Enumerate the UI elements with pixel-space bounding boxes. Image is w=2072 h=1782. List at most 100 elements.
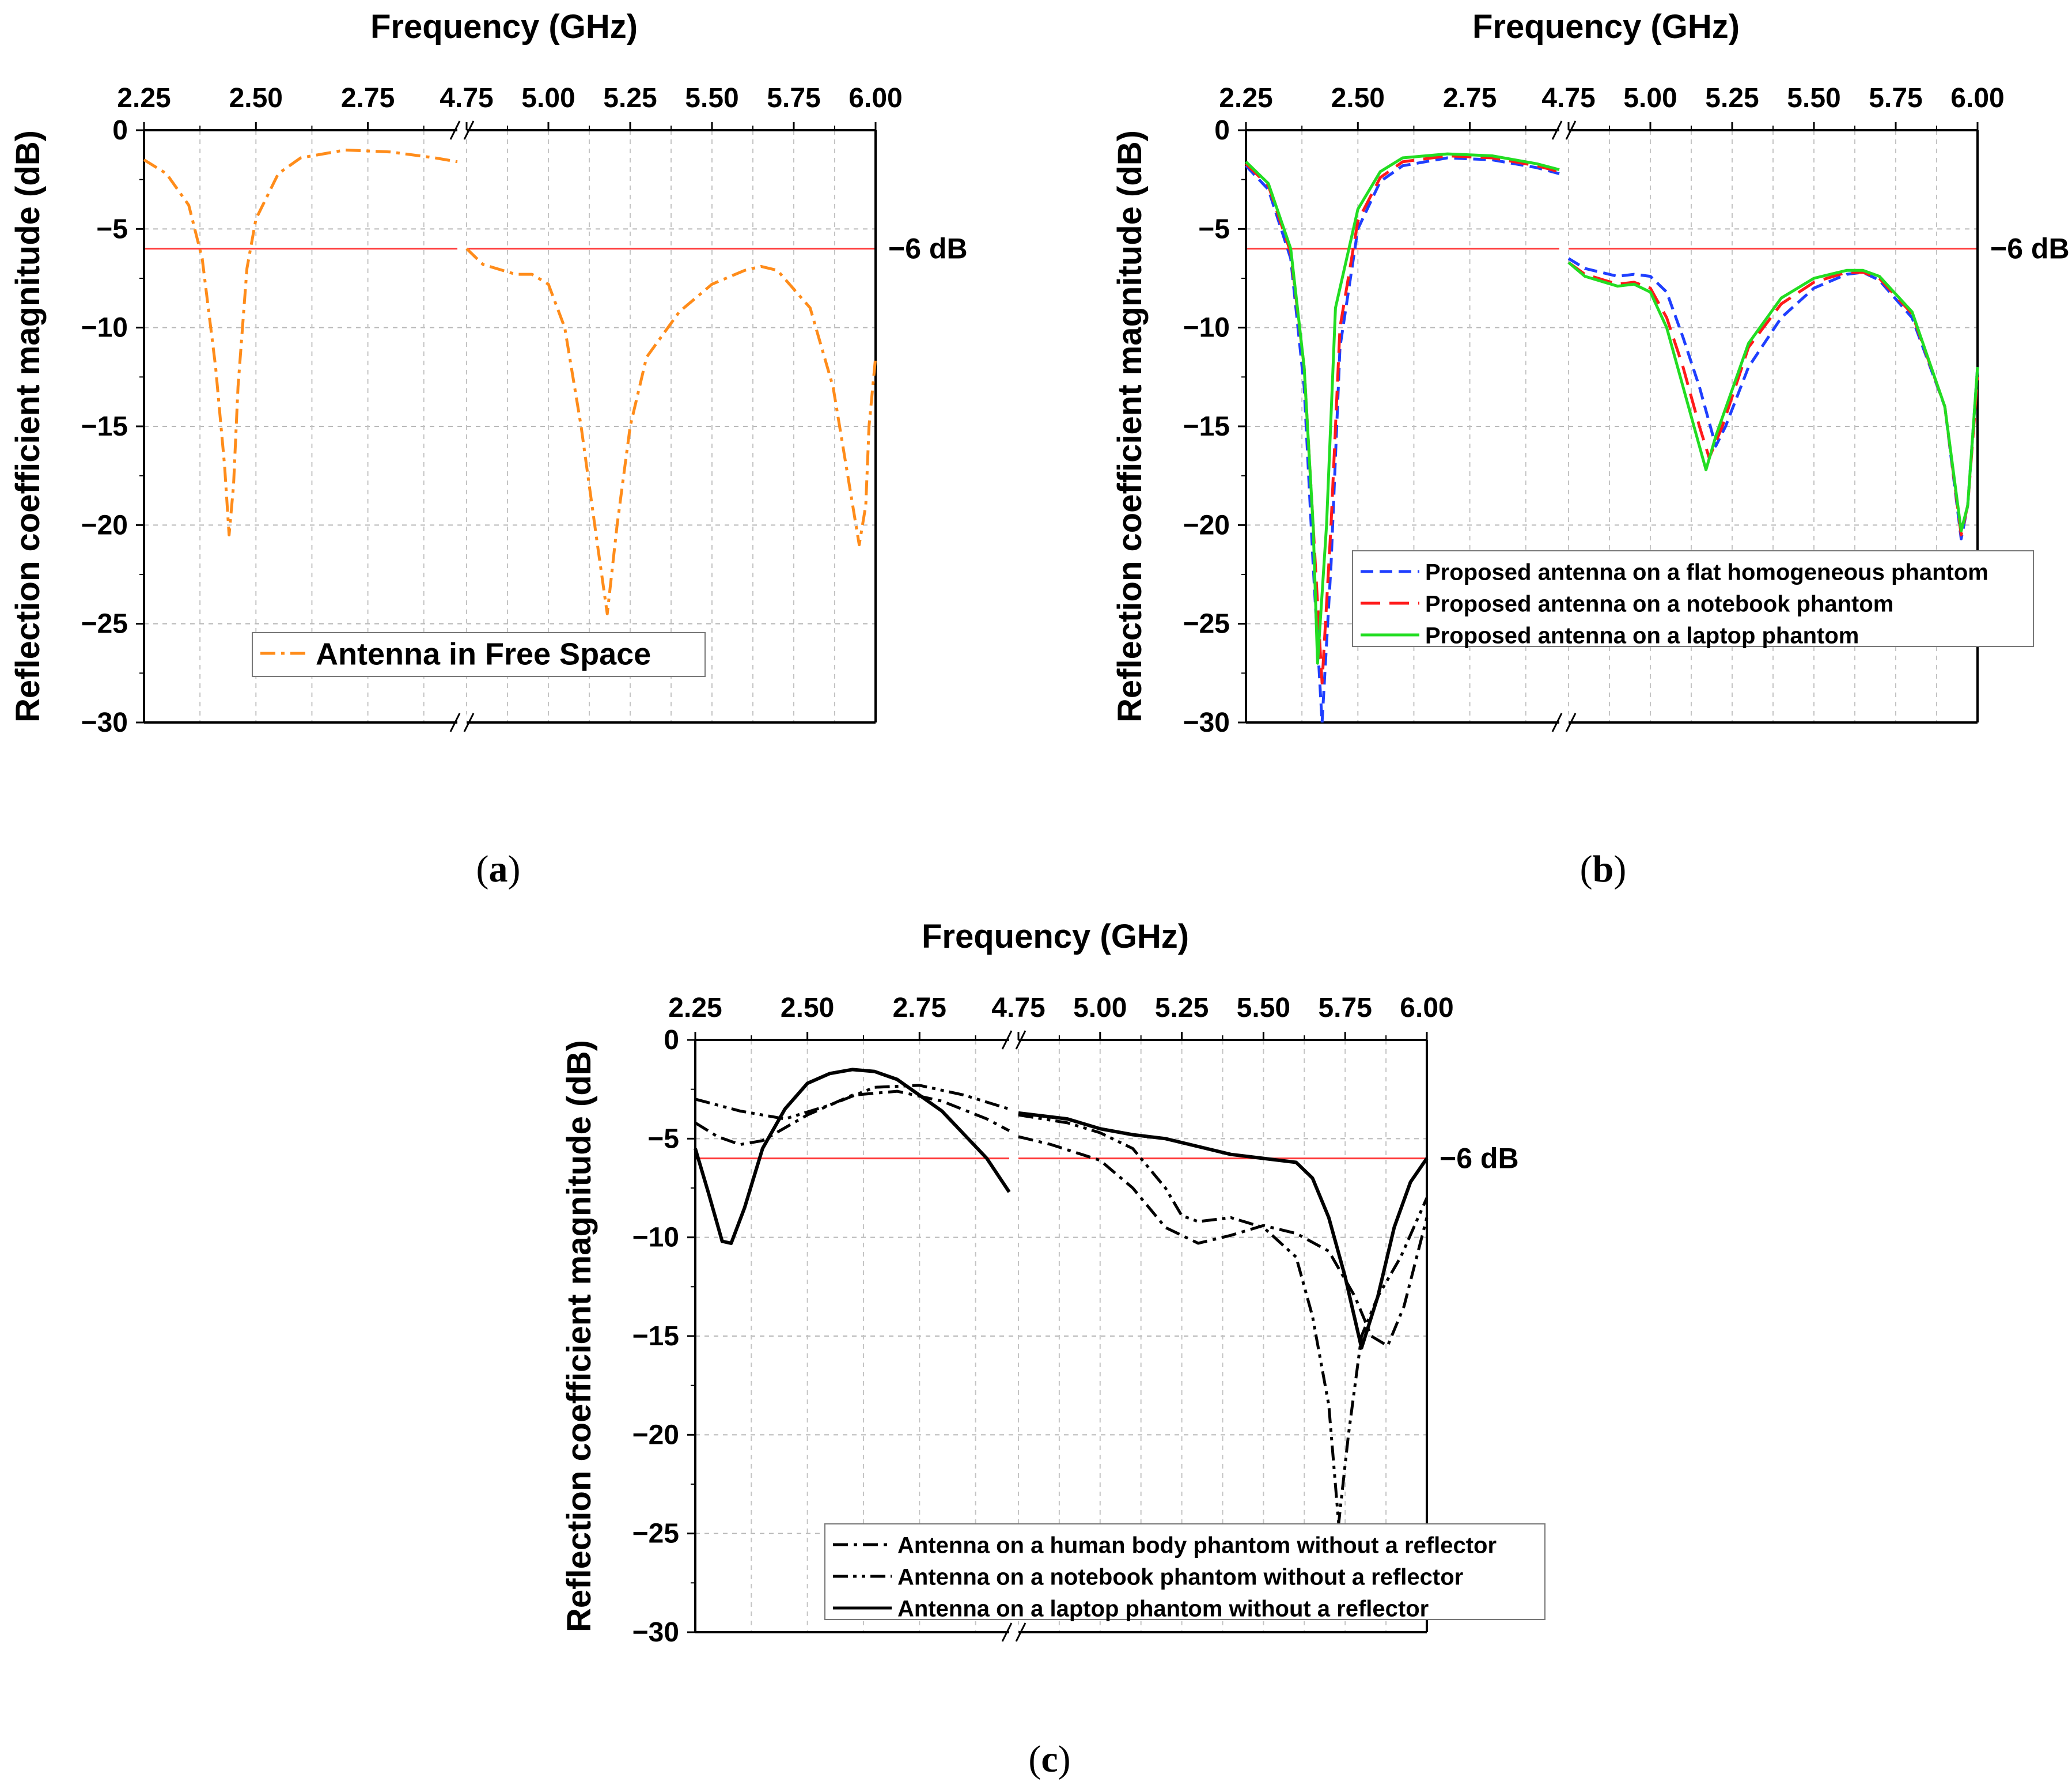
y-tick-label: −5: [96, 214, 128, 244]
y-axis-title: Reflection coefficient magnitude (dB): [9, 130, 47, 722]
x-tick-label: 6.00: [1400, 993, 1453, 1023]
caption-letter: c: [1041, 1738, 1058, 1780]
series-2: [695, 1084, 1429, 1525]
axis-break-slash: [1551, 120, 1563, 140]
y-axis-title: Reflection coefficient magnitude (dB): [1111, 130, 1149, 722]
y-tick-label: −30: [632, 1617, 679, 1648]
axis-break-slash: [449, 120, 461, 140]
y-tick-label: −10: [81, 313, 128, 343]
series-line: [1018, 1135, 1429, 1348]
axis-break-gap: [1009, 1624, 1018, 1640]
x-tick-label: 2.50: [229, 83, 283, 113]
axis-break-slash: [1565, 713, 1577, 732]
x-tick-label: 4.75: [991, 993, 1045, 1023]
y-tick-label: −25: [1183, 609, 1230, 640]
x-tick-label: 5.75: [1318, 993, 1372, 1023]
panel-c-chart: −6 dB 0 −5 −10 −15 −20 −25 −30 2.25 2.50 2.75 4.75 5…: [560, 918, 1546, 1780]
legend-box: [1352, 550, 2034, 647]
legend-label: Proposed antenna on a notebook phantom: [1425, 591, 1893, 616]
y-tick-label: −5: [647, 1123, 679, 1154]
x-tick-label: 5.25: [603, 83, 657, 113]
series-line: [1018, 1113, 1429, 1525]
series-1: [694, 1089, 1429, 1348]
axis-break-marker: [449, 120, 475, 140]
legend-box: [252, 632, 706, 677]
x-tick-label: 5.25: [1705, 83, 1759, 113]
axis-break-marker: [1551, 713, 1577, 732]
axis-break-slash: [463, 120, 475, 140]
y-tick-label: −15: [632, 1321, 679, 1352]
x-tick-label: 5.75: [1869, 83, 1922, 113]
x-tick-label: 2.75: [1443, 83, 1497, 113]
axis-break-slash: [1015, 1622, 1026, 1642]
x-tick-label: 5.25: [1155, 993, 1209, 1023]
x-axis-title: Frequency (GHz): [370, 8, 638, 46]
series-line: [465, 247, 877, 615]
y-tick-label: −20: [632, 1420, 679, 1450]
x-tick-label: 5.00: [1073, 993, 1127, 1023]
legend-label: Antenna on a notebook phantom without a …: [897, 1564, 1463, 1590]
axis-break-marker: [1551, 120, 1577, 140]
legend-label: Proposed antenna on a flat homogeneous p…: [1425, 559, 1988, 585]
axis-break-slash: [1001, 1030, 1013, 1050]
x-tick-label: 2.25: [117, 83, 171, 113]
y-tick-label: −25: [81, 609, 128, 640]
series-1: [1245, 156, 1979, 724]
series-line: [1567, 261, 1979, 533]
x-tick-label: 4.75: [1541, 83, 1595, 113]
axis-break-slash: [1565, 120, 1577, 140]
y-tick-label: −30: [81, 707, 128, 738]
series-line: [1018, 1111, 1429, 1350]
y-tick-label: −10: [1183, 313, 1230, 343]
x-tick-label: 2.25: [668, 993, 722, 1023]
x-tick-label: 2.25: [1219, 83, 1272, 113]
x-tick-label: 5.50: [1787, 83, 1840, 113]
reference-label: −6 dB: [888, 233, 968, 265]
axis-break-gap: [1009, 1032, 1018, 1048]
series-line: [695, 1084, 1010, 1121]
x-tick-label: 2.75: [893, 993, 946, 1023]
x-tick-label: 5.00: [521, 83, 575, 113]
caption-paren: (: [1580, 848, 1593, 890]
y-tick-label: −15: [81, 411, 128, 442]
panel-b-chart: −6 dB 0 −5 −10 −15 −20 −25 −30 2.25 2.50 2.75 4.75 5…: [1111, 8, 2070, 890]
reference-label: −6 dB: [1440, 1142, 1519, 1175]
panel-caption: (b): [1580, 848, 1627, 890]
panel-a-chart: −6 dB 0 −5 −10 −15 −20 −25 −30 2.25 2.50 2.75 4.75 5…: [9, 8, 968, 890]
axis-break-slash: [449, 713, 461, 732]
panel-caption: (c): [1028, 1738, 1070, 1780]
axis-break-gap: [1559, 714, 1569, 731]
legend-label: Antenna on a laptop phantom without a re…: [897, 1596, 1429, 1621]
axis-break-slash: [1551, 713, 1563, 732]
x-tick-label: 2.50: [1331, 83, 1385, 113]
legend-label: Antenna in Free Space: [316, 637, 651, 671]
caption-paren: (: [476, 848, 489, 890]
axis-break-slash: [1001, 1622, 1013, 1642]
legend-label: Antenna on a human body phantom without …: [897, 1533, 1497, 1558]
series-line: [694, 1089, 1010, 1147]
x-tick-label: 5.50: [1237, 993, 1290, 1023]
panel-caption: (a): [476, 848, 521, 890]
axis-break-gap: [1559, 122, 1569, 138]
series-3: [694, 1068, 1429, 1350]
y-tick-label: 0: [664, 1025, 679, 1055]
axis-break-marker: [1001, 1622, 1026, 1642]
y-tick-label: −25: [632, 1519, 679, 1549]
x-axis-title: Frequency (GHz): [922, 918, 1189, 955]
x-tick-label: 5.00: [1623, 83, 1677, 113]
y-tick-label: −10: [632, 1223, 679, 1253]
caption-paren: ): [508, 848, 521, 890]
x-tick-label: 2.50: [781, 993, 834, 1023]
series-1: [143, 148, 877, 615]
y-tick-label: −20: [81, 510, 128, 540]
x-axis-title: Frequency (GHz): [1472, 8, 1740, 46]
y-tick-label: −15: [1183, 411, 1230, 442]
series-line: [143, 148, 458, 536]
axis-break-gap: [457, 714, 467, 731]
x-tick-label: 4.75: [440, 83, 493, 113]
axis-break-marker: [1001, 1030, 1026, 1050]
y-tick-label: 0: [1214, 115, 1230, 146]
caption-letter: b: [1593, 848, 1614, 890]
x-tick-label: 5.50: [685, 83, 738, 113]
series-3: [1245, 152, 1979, 665]
